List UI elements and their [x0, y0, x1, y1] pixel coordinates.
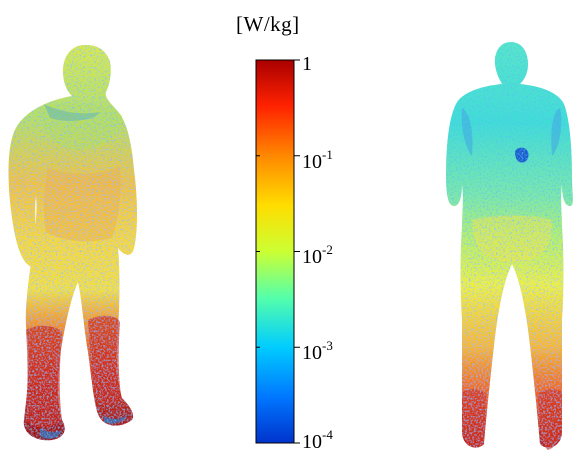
colorbar-tick-label-1e-4: 10-4	[302, 427, 333, 453]
colorbar-gradient	[255, 59, 295, 444]
colorbar-ticks	[256, 59, 300, 444]
colorbar-tick-label-1e-1: 10-1	[302, 147, 333, 173]
colorbar-tick-label-1e-2: 10-2	[302, 242, 333, 268]
colorbar	[255, 59, 300, 444]
colorbar-unit-label: [W/kg]	[236, 12, 300, 36]
front-view-body	[8, 44, 137, 441]
back-view-body	[446, 42, 573, 450]
colorbar-tick-label-1e-3: 10-3	[302, 338, 333, 364]
colorbar-tick-label-1: 1	[302, 53, 312, 75]
